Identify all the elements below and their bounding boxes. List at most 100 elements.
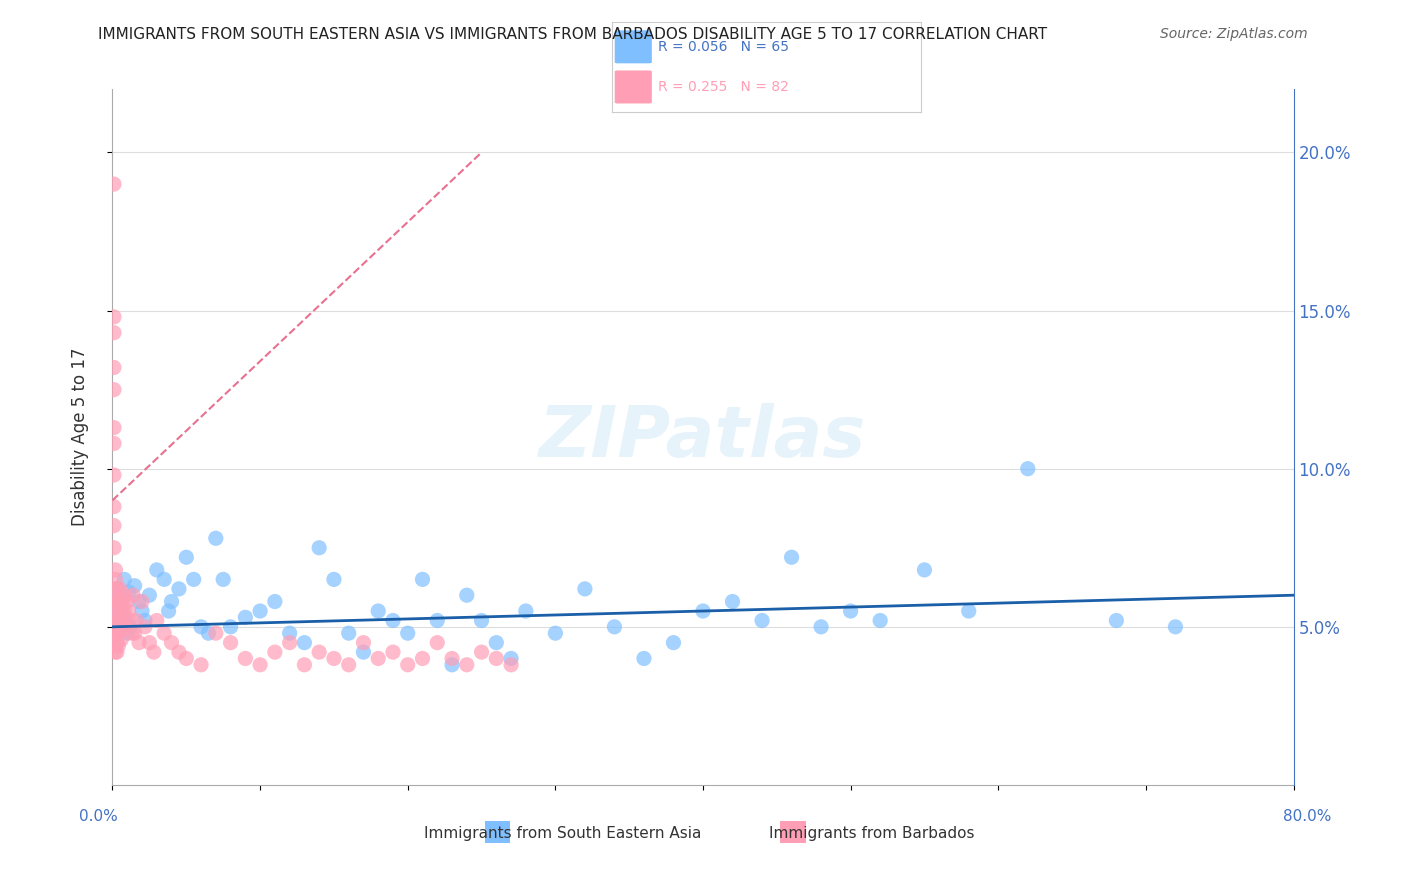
Point [110,594,132,608]
FancyBboxPatch shape [614,70,652,103]
Point [721,594,744,608]
Point [470,614,494,628]
Text: 0.0%: 0.0% [79,809,118,823]
Point [352,645,374,659]
Point [111,614,134,628]
Point [160,635,183,649]
Point [146,614,169,628]
Point [124,579,146,593]
Point [105,626,128,640]
Text: R = 0.056   N = 65: R = 0.056 N = 65 [658,40,789,54]
Point [120,614,142,628]
Point [337,657,360,672]
Point [839,604,862,618]
Point [128,594,150,608]
Point [167,582,190,596]
Point [501,651,523,665]
Point [456,657,478,672]
Text: Source: ZipAtlas.com: Source: ZipAtlas.com [1160,27,1308,41]
Point [810,620,832,634]
Point [212,573,235,587]
Point [118,585,141,599]
Point [441,657,464,672]
Point [112,604,135,618]
Point [692,604,714,618]
Point [104,604,127,618]
Point [103,518,125,533]
Point [470,645,494,659]
Point [323,651,346,665]
Point [103,310,125,324]
Point [382,614,405,628]
Point [153,573,176,587]
Point [104,582,127,596]
Point [323,573,346,587]
Point [219,620,242,634]
Point [114,620,136,634]
Text: 80.0%: 80.0% [1284,809,1331,823]
Point [103,500,125,514]
Point [104,563,127,577]
Point [107,639,129,653]
Point [367,651,389,665]
Point [103,541,125,555]
Point [1105,614,1128,628]
Point [103,468,125,483]
Point [411,573,433,587]
Point [105,635,128,649]
Point [501,657,523,672]
Point [104,598,127,612]
Point [105,604,128,618]
Point [249,657,271,672]
Point [174,651,197,665]
Point [662,635,685,649]
Point [103,177,125,191]
Point [108,588,131,602]
Point [603,620,626,634]
Point [117,626,138,640]
Point [167,645,190,659]
Point [426,614,449,628]
Point [205,626,228,640]
Text: IMMIGRANTS FROM SOUTH EASTERN ASIA VS IMMIGRANTS FROM BARBADOS DISABILITY AGE 5 : IMMIGRANTS FROM SOUTH EASTERN ASIA VS IM… [98,27,1047,42]
Point [105,645,128,659]
Point [107,626,129,640]
Point [134,614,156,628]
FancyBboxPatch shape [614,30,652,63]
Point [103,360,125,375]
Point [233,610,256,624]
Point [485,651,508,665]
Point [103,420,125,434]
Point [292,657,315,672]
Point [396,626,419,640]
Point [124,626,146,640]
Point [107,594,129,608]
Point [352,635,374,649]
Point [367,604,389,618]
Text: Immigrants from South Eastern Asia: Immigrants from South Eastern Asia [423,827,702,841]
Point [111,610,134,624]
Point [131,604,153,618]
Point [337,626,360,640]
Point [308,541,330,555]
Point [131,594,153,608]
Text: ZIPatlas: ZIPatlas [540,402,866,472]
Point [120,620,142,634]
Point [264,594,287,608]
Point [104,620,127,634]
Point [1017,461,1039,475]
Point [219,635,242,649]
Point [292,635,315,649]
Point [122,588,145,602]
Point [411,651,433,665]
Point [544,626,567,640]
Point [780,550,803,565]
Point [278,635,301,649]
Point [105,582,128,596]
Point [107,614,129,628]
Point [914,563,936,577]
Point [138,588,160,602]
Point [103,436,125,450]
Point [110,632,132,647]
Point [108,614,131,628]
